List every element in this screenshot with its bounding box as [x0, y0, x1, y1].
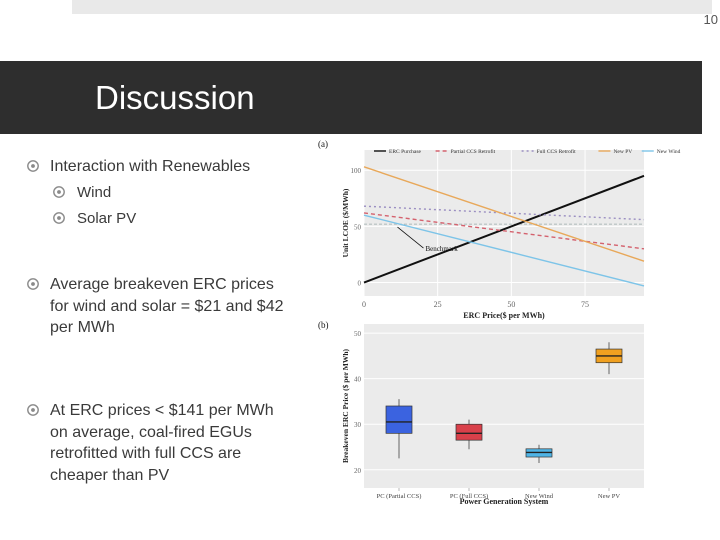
x-tick-label: New Wind	[525, 493, 554, 500]
legend-label: Full CCS Retrofit	[537, 148, 577, 155]
x-axis-label: ERC Price($ per MWh)	[463, 311, 545, 320]
x-tick-label: New PV	[598, 493, 621, 500]
circled-dot-icon	[53, 212, 65, 224]
legend-label: Partial CCS Retrofit	[451, 148, 496, 155]
bullet-text: Interaction with Renewables	[50, 158, 251, 175]
plot-area	[364, 150, 644, 296]
box	[385, 405, 413, 434]
x-tick-label: 25	[434, 300, 442, 309]
y-axis-label: Breakeven ERC Price ($ per MWh)	[341, 348, 350, 463]
box	[455, 423, 483, 441]
circled-dot-icon	[27, 278, 39, 290]
y-tick-label: 50	[354, 223, 362, 231]
top-decor-bar	[72, 0, 712, 14]
x-tick-label: PC (Partial CCS)	[377, 493, 422, 500]
x-tick-label: 0	[362, 300, 366, 309]
benchmark-label: Benchmark	[425, 245, 458, 253]
bullet-text: Average breakeven ERC prices for wind an…	[50, 276, 284, 336]
y-tick-label: 0	[358, 280, 362, 288]
title-bar: Discussion	[0, 61, 702, 134]
series-line	[363, 214, 645, 287]
chart-figure: 0 25 50 75 0 50 100 Benchmark ERC Purchase Partia…	[318, 139, 681, 506]
panel-label: (b)	[318, 320, 329, 330]
series-line	[363, 174, 645, 284]
circled-dot-icon	[53, 186, 65, 198]
circled-dot-icon	[27, 160, 39, 172]
x-axis-label: Power Generation System	[460, 497, 549, 506]
figure: 0 25 50 75 0 50 100 Benchmark ERC Purchase Partia…	[318, 136, 704, 506]
circled-dot-icon	[27, 404, 39, 416]
bullet-text: At ERC prices < $141 per MWh on average,…	[50, 402, 274, 484]
legend-label: New Wind	[657, 149, 681, 155]
x-tick-label: 75	[581, 300, 589, 309]
x-tick-label: PC (Full CCS)	[450, 493, 488, 500]
legend-label: New PV	[613, 149, 632, 155]
series-line	[363, 212, 645, 250]
y-tick-label: 50	[354, 330, 362, 338]
panel-label: (a)	[318, 139, 328, 149]
sub-bullet-text: Wind	[77, 184, 112, 201]
series-line	[363, 166, 645, 262]
y-axis-label: Unit LCOE ($/MWh)	[341, 188, 350, 257]
sub-bullet-text: Solar PV	[77, 210, 137, 227]
y-tick-label: 20	[354, 467, 362, 475]
y-tick-label: 100	[351, 167, 362, 175]
slide-title: Discussion	[95, 79, 255, 116]
legend-label: ERC Purchase	[389, 149, 421, 155]
y-tick-label: 30	[354, 421, 362, 429]
series-line	[363, 205, 645, 221]
benchmark-arrow	[397, 226, 424, 249]
page-number: 10	[703, 12, 718, 27]
x-tick-label: 50	[507, 300, 515, 309]
y-tick-label: 40	[354, 376, 362, 384]
